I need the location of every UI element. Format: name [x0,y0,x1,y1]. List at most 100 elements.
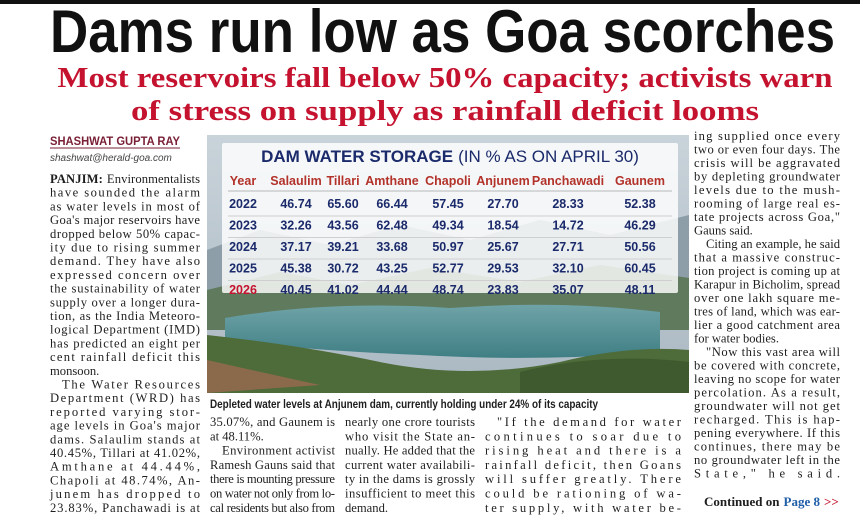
table-header: Chapoli [425,174,471,188]
table-header: Tillari [326,174,359,188]
table-cell: 28.33 [552,197,583,211]
table-cell: 48.11 [625,283,656,297]
body-line: Environment activist [222,444,336,458]
subheadline: of stress on supply as rainfall deficit … [131,96,759,127]
body-line: who visit the State an- [345,429,475,443]
body-line: cal residents but also from [210,501,335,515]
table-cell: 23.83 [487,283,518,297]
body-line: could be rationing of wa- [485,487,681,501]
table-cell: 18.54 [487,219,518,233]
table-header: Panchawadi [532,174,604,188]
continued-note: Continued on Page 8 >> [704,494,839,509]
table-cell: 2024 [229,240,257,254]
table-cell: 30.72 [327,262,358,276]
body-line: 35.07%, and Gaunem is [210,415,335,429]
table-cell: 46.74 [280,197,311,211]
body-line: continues, there may be [694,440,840,454]
body-line: supply over a longer dura- [50,295,200,309]
body-line: recharged. This is hap- [694,413,840,427]
table-cell: 46.29 [624,219,655,233]
body-line: pening everywhere. If this [694,426,840,440]
body-line: age levels in Goa's major [50,419,201,433]
body-line: 23.83%, Panchawadi is at [50,501,201,515]
body-line: at 48.11%. [210,429,264,443]
table-cell: 41.02 [327,283,358,297]
body-line: for water bodies. [694,332,779,346]
body-line: lier a good catchment area [694,318,840,332]
table-cell: 37.17 [280,240,311,254]
body-line: as water levels in most of [50,199,201,213]
table-cell: 25.67 [487,240,518,254]
byline: SHASHWAT GUPTA RAY [50,136,180,148]
body-line: crisis will be aggravated [694,156,841,170]
table-cell: 50.97 [432,240,463,254]
table-header: Gaunem [615,174,665,188]
body-line: Goa's major reservoirs have [50,213,200,227]
body-line: "If the demand for water [497,415,682,429]
photo-water [225,304,660,358]
dateline: PANJIM: [50,172,103,186]
table-cell: 60.45 [624,262,655,276]
body-line: rising heat and there is a [485,444,681,458]
email: shashwat@herald-goa.com [50,153,172,164]
table-title-note: (IN % AS ON APRIL 30) [458,147,639,166]
headline: Dams run low as Goa scorches [50,0,835,65]
body-line: ter supply, with water be- [485,501,681,515]
table-title-main: DAM WATER STORAGE [261,147,453,166]
table-cell: 33.68 [376,240,407,254]
table-cell: 62.48 [376,219,407,233]
body-line: the sustainability of water [50,282,201,296]
table-cell: 32.26 [280,219,311,233]
table-panel [222,143,678,293]
table-cell: 43.25 [376,262,407,276]
table-cell: 32.10 [552,262,583,276]
body-line: current water availabili- [345,458,475,472]
table-cell: 40.45 [280,283,311,297]
body-line: ty in the dams is grossly [345,472,476,486]
body-line: Department (WRD) has [50,391,200,405]
body-line: continues to soar due to [485,429,681,443]
body-line: rooming of large real es- [694,197,840,211]
table-cell: 44.44 [376,283,407,297]
body-line: there is mounting pressure [210,472,335,486]
table-cell: 48.74 [432,283,463,297]
body-line: nearly one crore tourists [345,415,475,429]
table-cell: 2026 [229,283,257,297]
continued-page: Page 8 [784,494,821,509]
body-line: tate projects across Goa," [694,210,840,224]
table-cell: 43.56 [327,219,358,233]
body-line: rainfall deficit, then Goans [485,458,681,472]
photo-caption: Depleted water levels at Anjunem dam, cu… [210,399,599,411]
body-line: expressed concern over [50,268,201,282]
body-line-text: Environmentalists [107,172,200,186]
table-cell: 2025 [229,262,257,276]
body-line: PANJIM: Environmentalists [50,172,200,186]
storage-table: DAM WATER STORAGE (IN % AS ON APRIL 30) Y… [228,147,672,297]
body-line: tion, as the India Meteoro- [50,309,200,323]
body-line: have sounded the alarm [50,186,200,200]
table-header: Year [230,174,257,188]
table-cell: 65.60 [327,197,358,211]
table-cell: 52.77 [432,262,463,276]
body-line: ing supplied once every [694,129,841,143]
photo [207,135,689,393]
body-line: demand. [345,501,388,515]
body-line: Ramesh Gauns said that [210,458,336,472]
table-cell: 45.38 [280,262,311,276]
table-cell: 2022 [229,197,257,211]
body-line: has predicted an eight per [50,336,201,350]
body-line: State," he said. [694,467,840,481]
table-cell: 39.21 [327,240,358,254]
body-line: junem has dropped to [49,487,200,501]
body-line: dams. Salaulim stands at [50,432,201,446]
body-line: no groundwater left in the [694,453,840,467]
table-cell: 2023 [229,219,257,233]
body-line: Citing an example, he said [706,237,841,251]
top-rule [0,0,860,4]
table-header: Amthane [365,174,419,188]
body-line: reported varying stor- [50,405,200,419]
body-line: Gauns said. [694,224,753,238]
table-title: DAM WATER STORAGE (IN % AS ON APRIL 30) [261,147,639,166]
